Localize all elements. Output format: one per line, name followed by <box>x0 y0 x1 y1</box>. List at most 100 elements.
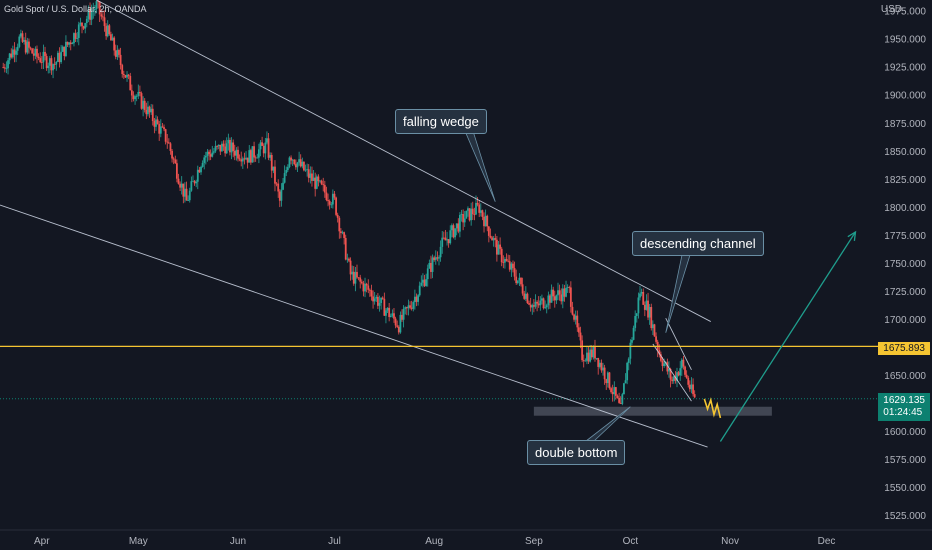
candle-body <box>172 158 175 160</box>
candle-body <box>541 298 543 301</box>
candle-body <box>690 384 693 390</box>
candle-body <box>668 368 670 372</box>
y-tick-label: 1650.000 <box>884 371 926 382</box>
candle-body <box>53 64 56 65</box>
x-tick-label: May <box>129 536 148 547</box>
candle-body <box>44 51 46 57</box>
candle-body <box>539 300 542 306</box>
candle-body <box>504 259 506 263</box>
candle-body <box>682 359 685 367</box>
candle-body <box>16 46 19 51</box>
candle-body <box>637 297 640 314</box>
y-tick-label: 1900.000 <box>884 91 926 102</box>
candle-body <box>544 307 547 309</box>
candle-body <box>441 237 444 247</box>
candle-body <box>301 161 304 167</box>
candle-body <box>349 260 352 275</box>
y-tick-label: 1775.000 <box>884 231 926 242</box>
candle-body <box>579 332 582 341</box>
candle-body <box>532 305 535 307</box>
candle-body <box>561 288 564 302</box>
candle-body <box>214 146 217 152</box>
candle-body <box>175 163 178 179</box>
candle-body <box>672 376 675 382</box>
candle-body <box>45 56 48 69</box>
candle-body <box>502 262 505 263</box>
candle-body <box>452 225 455 238</box>
candle-body <box>282 182 284 190</box>
candle-body <box>642 291 645 305</box>
candle-body <box>576 315 579 328</box>
candle-body <box>568 287 571 288</box>
candle-body <box>455 223 458 229</box>
candle-body <box>92 10 95 12</box>
x-tick-label: Oct <box>623 536 639 547</box>
candle-body <box>79 22 82 25</box>
candle-body <box>526 293 529 304</box>
candle-body <box>666 362 669 372</box>
candle-body <box>10 53 13 58</box>
candle-body <box>40 62 43 63</box>
candle-body <box>48 58 51 66</box>
candle-body <box>518 277 521 281</box>
candle-body <box>304 169 307 171</box>
symbol-title: Gold Spot / U.S. Dollar, 2h, OANDA <box>4 4 147 14</box>
candle-body <box>401 314 403 320</box>
candle-body <box>82 26 85 29</box>
candle-body <box>217 144 220 147</box>
candle-body <box>251 146 254 163</box>
candle-body <box>610 388 612 393</box>
candle-body <box>626 362 629 381</box>
candle-body <box>405 307 408 309</box>
candle-body <box>486 215 489 227</box>
y-tick-label: 1825.000 <box>884 175 926 186</box>
candle-body <box>237 149 239 159</box>
candle-body <box>459 214 461 232</box>
candle-body <box>520 277 522 285</box>
candle-body <box>256 157 259 159</box>
candle-body <box>676 372 678 381</box>
candle-body <box>182 183 185 197</box>
candle-body <box>372 296 374 302</box>
candle-body <box>499 244 502 249</box>
candle-body <box>471 208 474 215</box>
candle-body <box>454 228 456 238</box>
candle-body <box>245 157 247 160</box>
candle-body <box>658 350 661 355</box>
candle-body <box>410 307 413 309</box>
candle-body <box>338 217 341 232</box>
x-tick-label: Aug <box>425 536 443 547</box>
candle-body <box>430 262 432 272</box>
candle-body <box>460 214 463 215</box>
candle-body <box>407 305 410 309</box>
candle-body <box>688 384 691 390</box>
candle-body <box>404 307 407 309</box>
candle-body <box>542 298 545 309</box>
trendline-wedge-lower <box>0 204 708 448</box>
candle-body <box>545 305 548 308</box>
candle-body <box>317 176 320 182</box>
candle-body <box>677 372 680 376</box>
y-tick-label: 1850.000 <box>884 147 926 158</box>
candle-body <box>507 260 510 262</box>
candle-body <box>524 293 527 299</box>
candle-body <box>648 307 651 318</box>
candle-body <box>442 237 445 239</box>
support-zone <box>533 406 772 416</box>
candle-body <box>55 61 58 65</box>
candle-body <box>277 183 280 192</box>
candle-body <box>171 150 173 159</box>
candle-body <box>13 49 16 55</box>
candle-body <box>494 238 497 240</box>
candle-body <box>351 271 354 275</box>
candle-body <box>573 314 575 320</box>
candle-body <box>415 296 418 302</box>
candle-body <box>684 366 686 375</box>
candle-body <box>653 324 656 337</box>
candle-body <box>20 33 22 37</box>
candle-body <box>201 162 204 167</box>
candle-body <box>450 225 453 231</box>
candle-body <box>97 1 99 2</box>
callout-descending-channel: descending channel <box>632 231 764 256</box>
